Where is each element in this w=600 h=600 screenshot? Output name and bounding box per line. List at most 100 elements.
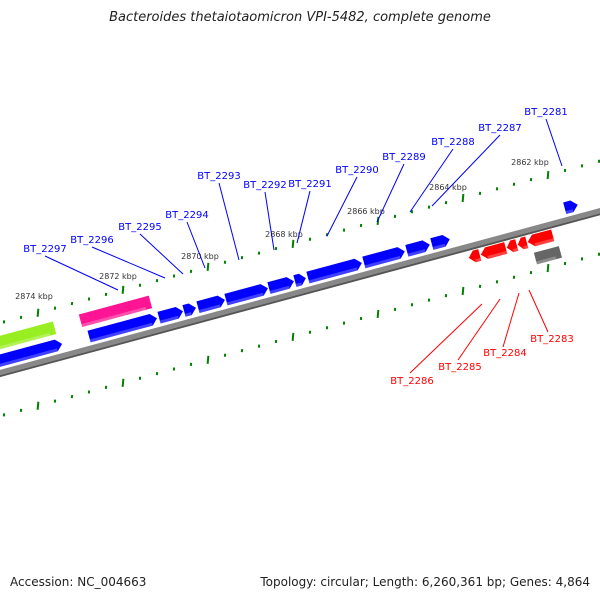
upper-tick	[546, 170, 550, 180]
reverse-gene[interactable]	[516, 236, 529, 251]
gene-label-bt_2286[interactable]: BT_2286	[390, 376, 433, 387]
gray-feature[interactable]	[533, 246, 562, 265]
leader-line	[326, 176, 358, 237]
forward-gene[interactable]	[563, 199, 579, 215]
forward-gene-shade	[565, 209, 574, 215]
gene-label-bt_2289[interactable]: BT_2289	[382, 152, 425, 163]
reverse-gene-shade	[534, 238, 555, 247]
forward-gene[interactable]	[405, 239, 431, 257]
reverse-gene[interactable]	[479, 242, 508, 260]
lower-tick	[376, 309, 380, 319]
forward-gene-shade	[432, 243, 446, 250]
upper-tick	[36, 308, 40, 317]
forward-gene[interactable]	[306, 257, 363, 284]
forward-gene-shade	[226, 292, 264, 306]
lower-tick	[121, 378, 125, 387]
green-feature[interactable]	[0, 321, 57, 354]
gene-label-bt_2292[interactable]: BT_2292	[243, 180, 286, 191]
forward-gene-shade	[269, 285, 290, 294]
kbp-label: 2872 kbp	[99, 272, 137, 281]
leader-line	[457, 298, 501, 361]
gene-label-bt_2287[interactable]: BT_2287	[478, 123, 521, 134]
forward-gene[interactable]	[157, 305, 184, 324]
leader-line	[528, 289, 549, 333]
forward-gene[interactable]	[0, 338, 64, 368]
gene-label-bt_2294[interactable]: BT_2294	[165, 210, 208, 221]
gene-label-bt_2283[interactable]: BT_2283	[530, 334, 573, 345]
reverse-gene[interactable]	[505, 239, 519, 253]
forward-gene[interactable]	[196, 294, 226, 313]
upper-tick	[206, 262, 210, 271]
reverse-gene[interactable]	[526, 229, 555, 248]
genome-track	[0, 174, 600, 390]
accession-text: Accession: NC_004663	[10, 575, 147, 589]
lower-tick	[206, 355, 210, 364]
leader-line	[139, 233, 184, 275]
green-feature-shade	[0, 332, 51, 354]
upper-tick	[291, 239, 295, 248]
kbp-label: 2868 kbp	[265, 230, 303, 239]
leader-line	[44, 255, 119, 291]
gene-label-bt_2290[interactable]: BT_2290	[335, 165, 378, 176]
map-title: Bacteroides thetaiotaomicron VPI-5482, c…	[109, 10, 491, 25]
leader-line	[409, 303, 483, 374]
reverse-gene[interactable]	[467, 249, 482, 264]
forward-gene-shade	[308, 267, 358, 284]
lower-tick	[291, 332, 295, 341]
reverse-gene-shade	[523, 245, 529, 250]
kbp-ticks	[2, 159, 600, 417]
lower-tick	[461, 286, 465, 296]
reverse-gene-shade	[512, 247, 519, 253]
forward-gene[interactable]	[362, 246, 406, 269]
gene-label-bt_2297[interactable]: BT_2297	[23, 244, 66, 255]
upper-tick	[461, 193, 465, 203]
gene-label-bt_2285[interactable]: BT_2285	[438, 362, 481, 373]
gene-label-bt_2291[interactable]: BT_2291	[288, 179, 331, 190]
forward-gene[interactable]	[293, 272, 307, 287]
leader-line	[502, 292, 520, 348]
backbone-line	[0, 174, 600, 388]
leader-line	[545, 118, 563, 167]
forward-gene[interactable]	[430, 233, 451, 250]
forward-gene-shade	[295, 282, 302, 287]
gene-label-bt_2295[interactable]: BT_2295	[118, 222, 161, 233]
leader-line	[376, 163, 405, 223]
leader-line	[218, 182, 240, 261]
reverse-gene-shade	[487, 250, 508, 259]
pink-feature-shade	[81, 306, 147, 328]
kbp-label: 2874 kbp	[15, 292, 53, 301]
lower-tick	[546, 263, 550, 273]
forward-gene[interactable]	[224, 283, 269, 306]
pink-feature[interactable]	[78, 295, 153, 328]
leader-line	[409, 148, 454, 213]
gray-feature-shade	[536, 256, 557, 265]
gene-label-bt_2296[interactable]: BT_2296	[70, 235, 113, 246]
gene-label-bt_2284[interactable]: BT_2284	[483, 348, 526, 359]
forward-gene[interactable]	[267, 276, 295, 294]
leader-line	[296, 190, 311, 244]
topology-text: Topology: circular; Length: 6,260,361 bp…	[260, 575, 590, 589]
kbp-label: 2862 kbp	[511, 158, 549, 167]
forward-gene-shade	[0, 348, 58, 368]
forward-gene-shade	[159, 315, 179, 324]
gene-label-bt_2293[interactable]: BT_2293	[197, 171, 240, 182]
gene-label-bt_2288[interactable]: BT_2288	[431, 137, 474, 148]
leader-line	[186, 221, 206, 269]
reverse-gene-shade	[475, 257, 482, 263]
forward-gene-shade	[89, 322, 153, 343]
forward-gene[interactable]	[87, 312, 159, 343]
upper-tick	[121, 285, 125, 294]
forward-gene-shade	[184, 312, 192, 317]
leader-line	[264, 191, 275, 251]
lower-tick	[36, 401, 40, 410]
forward-gene-shade	[198, 304, 221, 313]
forward-gene-shade	[407, 249, 426, 257]
forward-gene[interactable]	[182, 302, 197, 317]
leader-line	[91, 246, 166, 279]
gene-label-bt_2281[interactable]: BT_2281	[524, 107, 567, 118]
forward-gene-shade	[364, 255, 401, 269]
leader-line	[431, 134, 501, 207]
kbp-label: 2864 kbp	[429, 183, 467, 192]
